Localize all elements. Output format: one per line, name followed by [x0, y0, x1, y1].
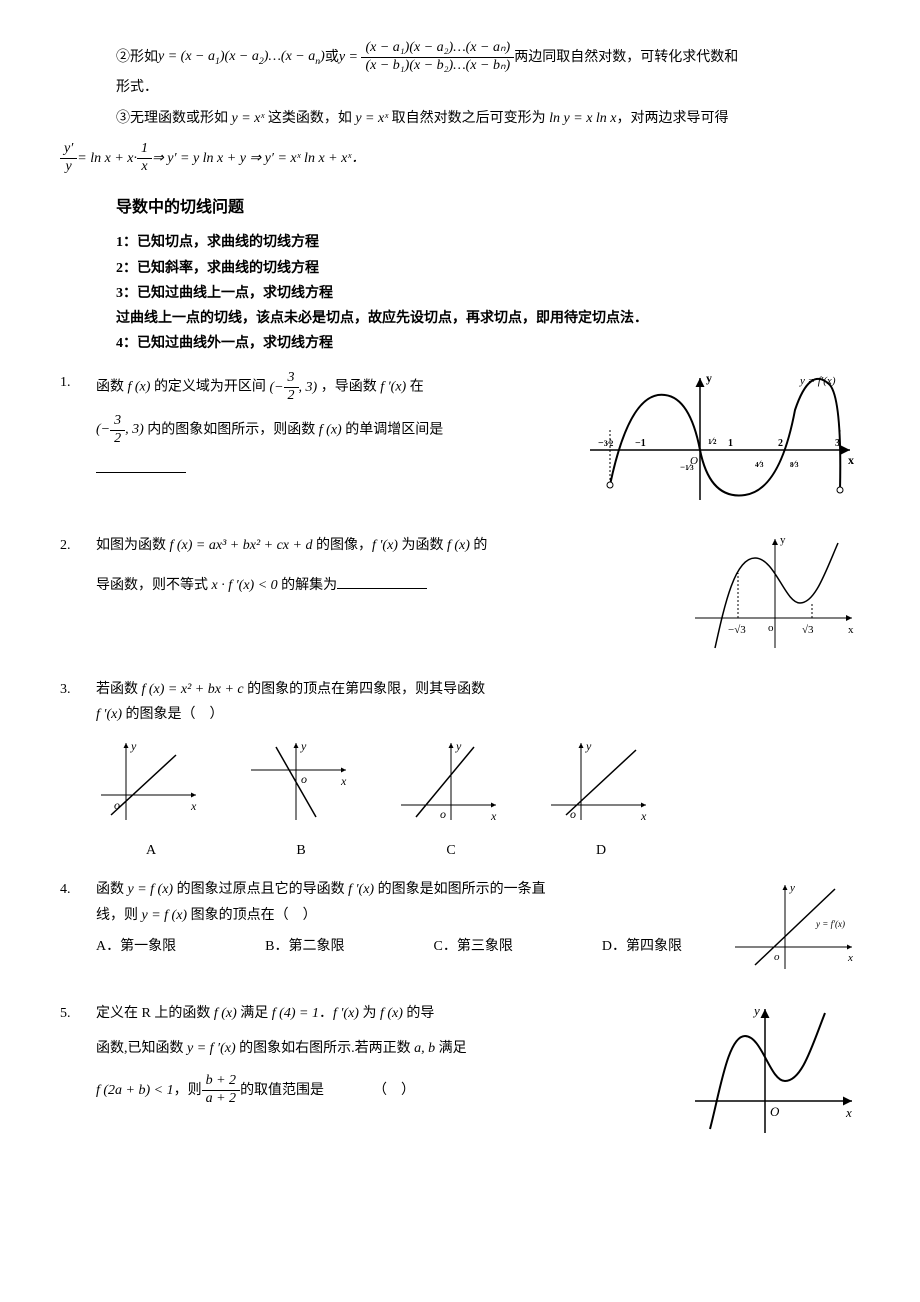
- svg-text:x: x: [490, 809, 497, 823]
- q3-body: 若函数 f (x) = x² + bx + c 的图象的顶点在第四象限，则其导函…: [96, 677, 860, 727]
- svg-text:−√3: −√3: [728, 624, 746, 636]
- svg-text:3: 3: [835, 438, 840, 449]
- svg-text:o: o: [114, 798, 120, 812]
- question-4: 4. 函数 y = f (x) 的图象过原点且它的导函数 f ′(x) 的图象是…: [60, 877, 860, 986]
- question-3: 3. 若函数 f (x) = x² + bx + c 的图象的顶点在第四象限，则…: [60, 677, 860, 727]
- intro-line-2c: 形式．: [116, 75, 860, 100]
- svg-text:y = f′(x): y = f′(x): [815, 919, 845, 929]
- question-1: 1. 函数 f (x) 的定义域为开区间 (−32, 3) ，导函数 f ′(x…: [60, 370, 860, 519]
- q4-options: A．第一象限 B．第二象限 C．第三象限 D．第四象限: [96, 934, 722, 959]
- section-p1: 1：已知切点，求曲线的切线方程: [116, 230, 860, 255]
- svg-text:y: y: [789, 882, 795, 894]
- svg-text:y: y: [130, 739, 137, 753]
- svg-text:2: 2: [778, 438, 783, 449]
- q3-choice-d: y x o D: [546, 735, 656, 863]
- q5-num: 5.: [60, 1001, 96, 1026]
- text: 或: [325, 45, 339, 70]
- svg-text:x: x: [190, 799, 197, 813]
- section-p2: 2：已知斜率，求曲线的切线方程: [116, 256, 860, 281]
- svg-text:−1⁄3: −1⁄3: [680, 462, 694, 472]
- svg-text:y: y: [300, 739, 307, 753]
- svg-text:x: x: [848, 624, 854, 636]
- svg-text:x: x: [848, 453, 854, 467]
- q3-choice-c: y x o C: [396, 735, 506, 863]
- svg-text:y: y: [706, 371, 712, 385]
- q4-num: 4.: [60, 877, 96, 902]
- intro-line-2: ②形如 y = (x − a1)(x − a2)…(x − an) 或 y = …: [116, 40, 860, 75]
- svg-text:o: o: [774, 951, 780, 963]
- svg-text:o: o: [570, 807, 576, 821]
- text: 两边同取自然对数，可转化求代数和: [514, 45, 738, 70]
- q4-graph: y x o y = f′(x): [730, 877, 860, 986]
- svg-text:o: o: [440, 807, 446, 821]
- svg-text:O: O: [770, 1104, 780, 1119]
- svg-text:−1: −1: [635, 438, 646, 449]
- q1-graph: y x y = f′(x) O −3⁄2 −1 −1⁄3 1⁄2 1 4⁄3 2…: [580, 370, 860, 519]
- q1-blank: [96, 472, 186, 473]
- section-p3b: 过曲线上一点的切线，该点未必是切点，故应先设切点，再求切点，即用待定切点法．: [116, 306, 860, 331]
- svg-text:y: y: [585, 739, 592, 753]
- section-p4: 4：已知过曲线外一点，求切线方程: [116, 331, 860, 356]
- q2-blank: [337, 588, 427, 589]
- svg-text:x: x: [340, 774, 347, 788]
- q1-num: 1.: [60, 370, 96, 395]
- q5-graph: y x O: [690, 1001, 860, 1150]
- svg-text:4⁄3: 4⁄3: [755, 459, 764, 469]
- svg-text:o: o: [768, 622, 774, 634]
- q3-num: 3.: [60, 677, 96, 702]
- intro-line-3: ③无理函数或形如 y = xˣ 这类函数，如 y = xˣ 取自然对数之后可变形…: [116, 106, 860, 131]
- text: ②形如: [116, 45, 158, 70]
- svg-text:1: 1: [728, 438, 733, 449]
- q2-graph: y x o −√3 √3: [690, 533, 860, 662]
- question-2: 2. 如图为函数 f (x) = ax³ + bx² + cx + d 的图像，…: [60, 533, 860, 662]
- q3-choices: y x o A y x o B y x o C: [96, 735, 860, 863]
- q3-choice-a: y x o A: [96, 735, 206, 863]
- svg-text:x: x: [847, 952, 853, 964]
- svg-text:y: y: [780, 534, 786, 546]
- q2-num: 2.: [60, 533, 96, 558]
- svg-text:y: y: [752, 1003, 760, 1018]
- q2-body: 如图为函数 f (x) = ax³ + bx² + cx + d 的图像，f ′…: [96, 533, 682, 597]
- svg-text:y: y: [455, 739, 462, 753]
- svg-text:−3⁄2: −3⁄2: [598, 438, 613, 449]
- intro-equation-4: y′y = ln x + x· 1x ⇒ y′ = y ln x + y ⇒ y…: [60, 141, 860, 176]
- svg-text:x: x: [640, 809, 647, 823]
- math: y = (x − a1)(x − a2)…(x − an): [158, 44, 325, 70]
- q3-choice-b: y x o B: [246, 735, 356, 863]
- svg-text:o: o: [301, 772, 307, 786]
- svg-text:y = f′(x): y = f′(x): [799, 375, 836, 387]
- q4-body: 函数 y = f (x) 的图象过原点且它的导函数 f ′(x) 的图象是如图所…: [96, 877, 722, 959]
- section-p3: 3：已知过曲线上一点，求切线方程: [116, 281, 860, 306]
- svg-text:x: x: [845, 1105, 852, 1120]
- q5-body: 定义在 R 上的函数 f (x) 满足 f (4) = 1．f ′(x) 为 f…: [96, 1001, 682, 1108]
- svg-text:1⁄2: 1⁄2: [708, 436, 717, 446]
- math: y = (x − a₁)(x − a₂)…(x − aₙ)(x − b₁)(x …: [339, 40, 514, 75]
- section-title: 导数中的切线问题: [116, 194, 860, 223]
- q1-body: 函数 f (x) 的定义域为开区间 (−32, 3) ，导函数 f ′(x) 在…: [96, 370, 572, 482]
- question-5: 5. 定义在 R 上的函数 f (x) 满足 f (4) = 1．f ′(x) …: [60, 1001, 860, 1150]
- svg-text:√3: √3: [802, 624, 814, 636]
- svg-text:8⁄3: 8⁄3: [790, 459, 799, 469]
